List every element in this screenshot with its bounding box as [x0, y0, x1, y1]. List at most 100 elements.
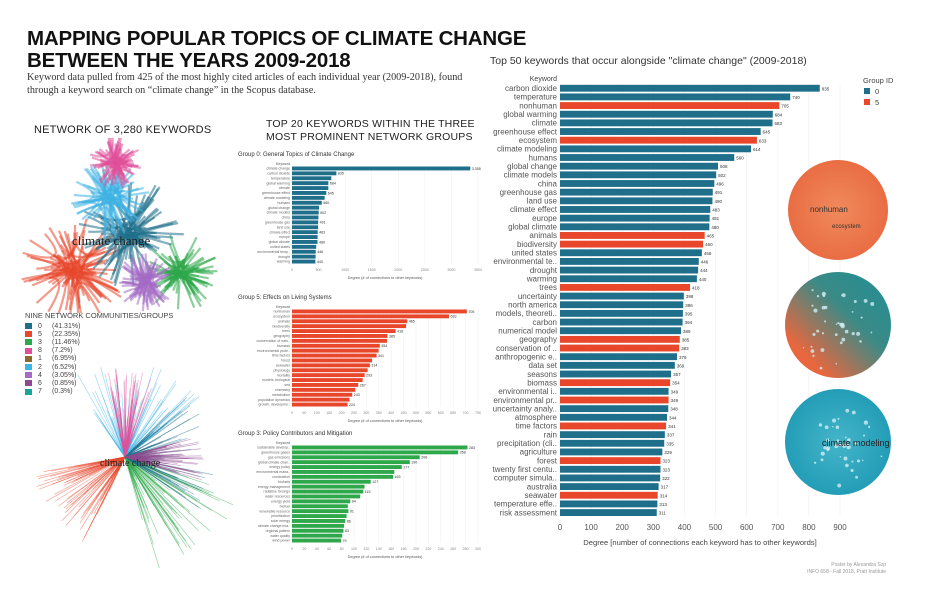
x-tick-label: 160	[388, 547, 394, 551]
network-graph-bottom	[36, 366, 234, 569]
bar	[292, 235, 318, 239]
y-tick-label: greenhouse gases	[261, 451, 290, 455]
y-tick-label: numerical model	[498, 326, 557, 335]
network-edge	[65, 456, 126, 510]
network-node	[835, 425, 840, 430]
x-tick-label: 100	[351, 547, 357, 551]
network-edge	[124, 456, 159, 462]
network-node	[861, 459, 864, 462]
bar	[292, 205, 319, 210]
network-node	[846, 444, 851, 450]
legend-swatch	[25, 347, 32, 354]
network-node	[857, 459, 861, 463]
y-tick-label: north america	[508, 301, 557, 310]
x-tick-label: 140	[376, 547, 382, 551]
network-node	[838, 322, 840, 325]
y-tick-label: ecosystem	[273, 315, 290, 319]
bar	[560, 361, 675, 369]
y-axis-title: Keyword	[276, 441, 290, 445]
network-edge	[181, 256, 217, 270]
network-node	[851, 460, 854, 463]
data-label: 337	[667, 433, 675, 438]
network-node	[834, 333, 838, 337]
network-edge	[129, 270, 144, 283]
data-label: 683	[774, 121, 782, 126]
network-edge	[124, 398, 134, 458]
network-node	[811, 304, 814, 307]
data-label: 383	[681, 346, 689, 351]
network-node	[843, 456, 848, 461]
data-label: 3,355	[472, 167, 481, 171]
bar	[292, 329, 396, 333]
data-label: 283	[469, 446, 475, 450]
y-tick-label: uncertainty analy..	[493, 404, 557, 413]
bar	[560, 214, 710, 222]
network-title: NETWORK OF 3,280 KEYWORDS	[34, 124, 212, 136]
bar	[292, 519, 346, 523]
bar	[560, 162, 719, 170]
network-edge	[142, 283, 149, 305]
data-label: 293	[366, 374, 372, 378]
y-tick-label: china	[282, 216, 290, 220]
bar	[292, 314, 449, 319]
x-tick-label: 220	[425, 547, 431, 551]
bar	[292, 528, 344, 533]
legend-title: NINE NETWORK COMMUNITIES/GROUPS	[25, 311, 174, 320]
network-node	[822, 294, 826, 298]
y-tick-label: climate modeling	[497, 145, 557, 154]
network-edge	[124, 456, 194, 495]
network-node	[870, 302, 875, 306]
bar	[292, 319, 408, 324]
data-label: 115	[365, 490, 371, 494]
x-tick-label: 280	[463, 547, 469, 551]
x-tick-label: 40	[315, 547, 319, 551]
bar	[560, 474, 661, 482]
bar	[292, 191, 327, 195]
network-node	[839, 442, 843, 447]
bar	[560, 93, 791, 101]
x-tick-label: 200	[413, 547, 419, 551]
network-node	[860, 316, 863, 319]
network-edge	[108, 168, 117, 181]
legend-item: 4 (3.05%)	[25, 371, 173, 379]
bar	[560, 327, 682, 335]
x-tick-label: 50	[302, 411, 306, 415]
y-tick-label: physiology	[273, 368, 290, 372]
credit-line-1: Poster by Alexandra Szp	[831, 562, 886, 568]
y-tick-label: renewable resource	[259, 509, 290, 513]
group-0-chart: Group 0: General Topics of Climate Chang…	[238, 152, 482, 280]
bar	[292, 215, 319, 220]
y-tick-label: australia	[527, 482, 558, 491]
network-node	[812, 354, 815, 357]
data-label: 335	[666, 441, 674, 446]
bar	[560, 102, 780, 109]
y-tick-label: prioritization	[271, 514, 290, 518]
bar	[292, 210, 319, 215]
data-label: 394	[685, 320, 693, 325]
network-edge	[124, 456, 199, 508]
legend-pct: (41.31%)	[52, 322, 81, 330]
network-node	[863, 298, 868, 303]
network-node	[811, 289, 814, 292]
y-tick-label: climate change mia..	[258, 524, 290, 528]
data-label: 322	[662, 476, 670, 481]
network-edge	[124, 436, 162, 458]
bar	[560, 509, 657, 516]
network-edge	[168, 243, 189, 268]
legend-pct: (6.95%)	[52, 355, 77, 363]
legend-swatch	[25, 364, 32, 371]
y-tick-label: environmental temp..	[257, 250, 290, 254]
y-tick-label: global climate chan..	[258, 460, 290, 464]
bar	[292, 348, 379, 353]
network-node	[855, 475, 859, 479]
subtitle: Keyword data pulled from 425 of the most…	[27, 72, 463, 96]
bar	[292, 373, 365, 378]
network-node	[818, 423, 823, 427]
network-node	[836, 441, 839, 443]
data-label: 83	[345, 529, 349, 533]
network-edge	[124, 374, 127, 458]
network-edge	[124, 384, 177, 458]
x-tick-label: 200	[339, 411, 345, 415]
x-tick-label: 240	[438, 547, 444, 551]
network-edge	[64, 258, 108, 285]
